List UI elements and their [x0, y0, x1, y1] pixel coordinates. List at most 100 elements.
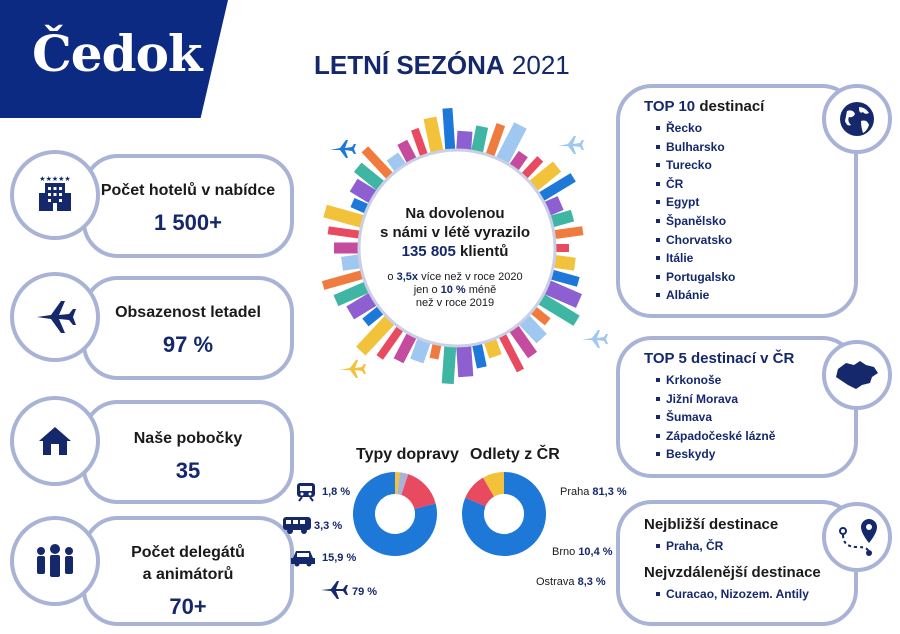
airplane-icon — [10, 272, 100, 362]
house-icon — [10, 396, 100, 486]
donut-slice-ostrava — [483, 472, 505, 497]
landmark-shape — [527, 161, 562, 193]
stat-label: Počet hotelů v nabídce — [100, 182, 276, 199]
landmark-shape — [346, 291, 379, 320]
center-line1: Na dovolenou — [405, 205, 505, 222]
landmark-shape — [333, 280, 372, 307]
landmark-shape — [334, 242, 361, 254]
sub-text: méně — [468, 284, 497, 296]
top10-item: Portugalsko — [656, 268, 854, 287]
landmark-shape — [553, 244, 569, 252]
landmark-shape — [507, 323, 538, 359]
top10-item: Španělsko — [656, 212, 854, 231]
landmark-shape — [442, 108, 456, 153]
stat-card-delegates: Počet delegátů a animátorů 70+ — [82, 516, 294, 626]
donut-slice-autobus — [396, 472, 409, 496]
donut-slice-brno — [465, 477, 495, 507]
top10-item: ČR — [656, 175, 854, 194]
route-pin-icon — [822, 502, 892, 572]
chart-title-transport: Typy dopravy — [356, 446, 459, 463]
landmark-shape — [410, 336, 432, 364]
title-bold: LETNÍ SEZÓNA — [314, 50, 505, 80]
brand-logo: Čedok — [32, 24, 203, 83]
landmark-shape — [321, 269, 366, 290]
landmark-shape — [356, 313, 397, 356]
top10-list: Řecko Bulharsko Turecko ČR Egypt Španělsko Cho… — [644, 119, 854, 305]
top10-item: Itálie — [656, 249, 854, 268]
label-category: Brno — [552, 546, 576, 558]
landmark-shape — [547, 209, 575, 228]
label-value: 81,3 % — [592, 486, 627, 498]
farthest-title: Nejvzdálenější destinace — [644, 563, 821, 581]
car-icon — [291, 551, 315, 567]
top10-title-bold: TOP 10 — [644, 98, 696, 115]
data-label: 15,9 % — [322, 552, 356, 564]
landmark-shape — [393, 330, 418, 364]
train-icon — [297, 483, 315, 502]
chart-title-departures: Odlety z ČR — [470, 446, 560, 463]
sub-text: než v roce 2019 — [415, 297, 495, 309]
top10-title-rest: destinací — [699, 98, 765, 115]
top5-item: Jižní Morava — [656, 390, 854, 409]
landmark-shape — [548, 269, 580, 287]
donut-slice-praha — [462, 472, 546, 556]
label-value: 10,4 % — [578, 546, 613, 558]
bus-icon — [283, 517, 311, 534]
label-value: 1,8 % — [322, 486, 351, 498]
farthest-item: Curacao, Nizozem. Antily — [656, 585, 854, 604]
data-label-brno: Brno 10,4 % — [552, 546, 613, 558]
top10-item: Egypt — [656, 193, 854, 212]
landmark-shape — [397, 139, 418, 166]
landmark-shape — [551, 226, 584, 240]
top5-title: TOP 5 destinací v ČR — [644, 350, 795, 367]
landmark-shape — [341, 254, 363, 271]
landmark-shape — [376, 324, 405, 360]
stat-card-branches: Naše pobočky 35 — [82, 400, 294, 504]
landmark-shape — [456, 343, 474, 378]
stat-card-planes: Obsazenost letadel 97 % — [82, 276, 294, 380]
landmark-shape — [535, 292, 580, 326]
sub-text: více než v roce 2020 — [421, 271, 523, 283]
top10-item: Bulharsko — [656, 138, 854, 157]
sub-text: jen o — [413, 284, 438, 296]
stat-label: a animátorů — [142, 566, 234, 583]
top10-title: TOP 10 destinací — [644, 98, 854, 115]
center-clients: 135 805 klientů — [360, 242, 550, 261]
donut-chart-transport — [353, 472, 437, 556]
landmark-shape — [423, 116, 444, 156]
top5-item: Krkonoše — [656, 371, 854, 390]
czech-map-icon — [822, 340, 892, 410]
stat-card-hotels: Počet hotelů v nabídce 1 500+ — [82, 154, 294, 258]
center-line2: s námi v létě vyrazilo — [379, 224, 531, 241]
landmark-shape — [456, 130, 473, 153]
stat-value: 1 500+ — [154, 210, 222, 235]
page-title: LETNÍ SEZÓNA 2021 — [314, 50, 570, 81]
top10-item: Albánie — [656, 286, 854, 305]
landmark-shape — [484, 123, 506, 160]
top5-list: Krkonoše Jižní Morava Šumava Západočeské lá… — [644, 371, 854, 464]
top5-panel: TOP 5 destinací v ČR Krkonoše Jižní Morav… — [616, 336, 858, 478]
label-value: 15,9 % — [322, 552, 357, 564]
globe-icon — [822, 84, 892, 154]
sub-bold: 3,5x — [396, 271, 419, 283]
landmark-shape — [441, 343, 457, 385]
clients-number: 135 805 — [401, 243, 456, 260]
destinations-distance-panel: Nejbližší destinace Praha, ČR Nejvzdálen… — [616, 500, 858, 626]
top10-item: Chorvatsko — [656, 231, 854, 250]
people-icon — [10, 516, 100, 606]
top5-item: Beskydy — [656, 445, 854, 464]
top5-item: Západočeské lázně — [656, 427, 854, 446]
landmark-shape — [542, 279, 582, 308]
stat-value: 35 — [175, 458, 201, 483]
data-label-ostrava: Ostrava 8,3 % — [536, 576, 606, 588]
label-value: 3,3 % — [314, 520, 343, 532]
donut-slice-letadlo — [353, 472, 437, 556]
landmark-shape — [517, 313, 547, 344]
stat-label: Naše pobočky — [133, 430, 243, 447]
svg-text:★★★★★: ★★★★★ — [39, 175, 70, 183]
landmarks-illustration — [321, 108, 608, 385]
landmark-shape — [323, 204, 367, 229]
data-label-praha: Praha 81,3 % — [560, 486, 627, 498]
landmark-shape — [471, 340, 487, 369]
top10-item: Řecko — [656, 119, 854, 138]
